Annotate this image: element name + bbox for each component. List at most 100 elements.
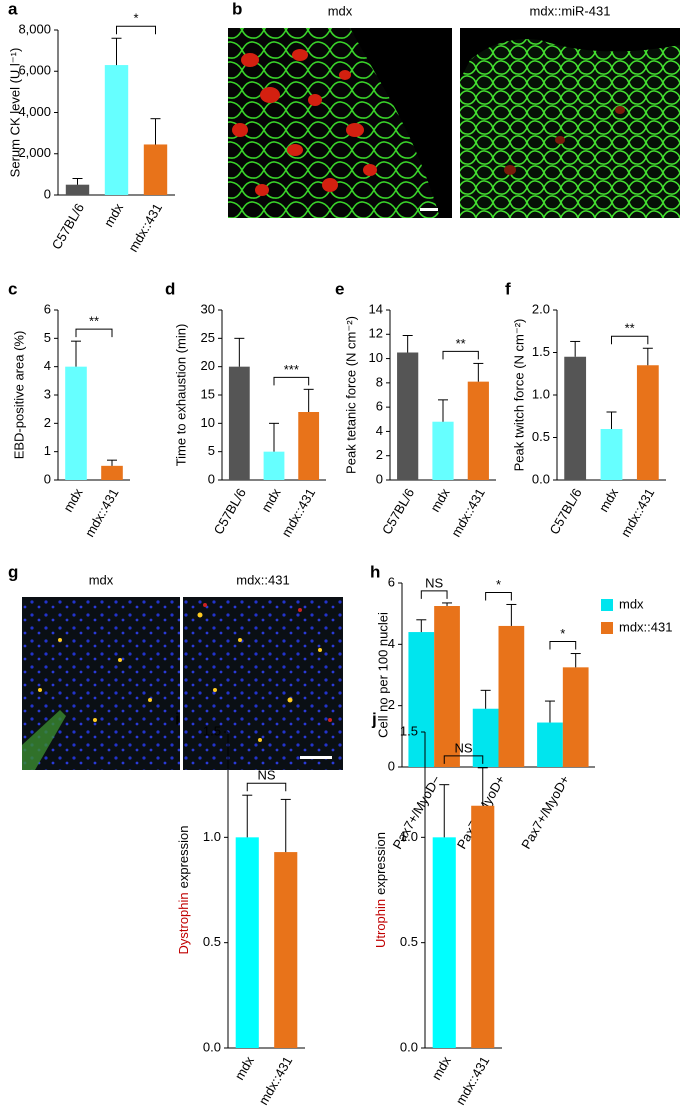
significance-bracket bbox=[75, 328, 113, 338]
bar bbox=[65, 366, 87, 480]
y-axis-label-part: Utrophin bbox=[373, 899, 388, 948]
y-axis-label: Peak twitch force (N cm⁻²) bbox=[511, 319, 526, 472]
y-tick-label: 0 bbox=[208, 471, 215, 486]
y-tick-label: 14 bbox=[369, 301, 383, 316]
x-tick-label: mdx bbox=[60, 485, 86, 514]
significance-bracket bbox=[116, 25, 156, 35]
y-axis-label-part: Dystrophin bbox=[176, 892, 191, 954]
y-tick-label: 6 bbox=[376, 399, 383, 414]
bar bbox=[432, 421, 454, 480]
x-tick-label: mdx::431 bbox=[618, 486, 658, 540]
y-axis-label: Time to exhaustion (min) bbox=[173, 324, 188, 467]
bar bbox=[562, 667, 589, 767]
bar bbox=[228, 366, 250, 480]
x-tick-label: mdx bbox=[232, 1053, 258, 1082]
y-tick-label: 0.0 bbox=[400, 1039, 418, 1054]
panel-letter: e bbox=[335, 279, 344, 298]
bar bbox=[408, 632, 435, 767]
y-tick-label: 10 bbox=[369, 350, 383, 365]
micrograph-g bbox=[22, 597, 343, 770]
y-tick-label: 5 bbox=[44, 330, 51, 345]
y-axis-label: Cell no per 100 nuclei bbox=[375, 612, 390, 738]
y-tick-label: 1.0 bbox=[400, 829, 418, 844]
significance-bracket bbox=[549, 641, 577, 650]
y-tick-label: 4 bbox=[44, 358, 51, 373]
y-tick-label: 8,000 bbox=[18, 21, 51, 36]
panel-letter: a bbox=[8, 0, 18, 18]
y-tick-label: 1.0 bbox=[203, 829, 221, 844]
image-label: mdx::miR-431 bbox=[530, 3, 611, 18]
y-tick-label: 2.0 bbox=[532, 301, 550, 316]
x-tick-label: mdx::431 bbox=[82, 486, 122, 540]
y-tick-label: 2 bbox=[388, 697, 395, 712]
y-tick-label: 0.5 bbox=[532, 429, 550, 444]
y-tick-label: 25 bbox=[201, 330, 215, 345]
significance-bracket bbox=[443, 755, 484, 764]
panel-letter: h bbox=[370, 562, 380, 581]
y-tick-label: 6 bbox=[44, 301, 51, 316]
image-label: mdx bbox=[89, 572, 114, 587]
y-tick-label: 15 bbox=[201, 386, 215, 401]
x-tick-label: C57BL/6 bbox=[546, 486, 584, 537]
legend-label: mdx bbox=[619, 596, 644, 611]
significance-bracket bbox=[442, 350, 479, 360]
significance-bracket bbox=[611, 335, 649, 345]
y-tick-label: 4 bbox=[388, 636, 395, 651]
significance-label: ** bbox=[89, 314, 99, 329]
y-tick-label: 0 bbox=[44, 186, 51, 201]
y-tick-label: 1.0 bbox=[532, 386, 550, 401]
y-tick-label: 0.5 bbox=[203, 934, 221, 949]
micrograph-b bbox=[228, 28, 680, 218]
bar bbox=[298, 412, 320, 480]
x-tick-label: mdx bbox=[429, 1053, 455, 1082]
bar bbox=[434, 606, 460, 767]
bar bbox=[274, 852, 298, 1048]
y-tick-label: 1.5 bbox=[400, 723, 418, 738]
x-tick-label: mdx::431 bbox=[453, 1054, 493, 1107]
y-axis-label-part: expression bbox=[373, 832, 388, 895]
y-axis-label: Peak tetanic force (N cm⁻²) bbox=[343, 316, 358, 474]
x-tick-label: mdx bbox=[427, 485, 453, 514]
bar bbox=[104, 65, 129, 195]
bar bbox=[397, 352, 419, 480]
y-tick-label: 30 bbox=[201, 301, 215, 316]
significance-label: ** bbox=[625, 321, 635, 336]
y-tick-label: 0 bbox=[44, 471, 51, 486]
significance-label: ** bbox=[456, 336, 466, 351]
significance-bracket bbox=[273, 376, 310, 386]
y-tick-label: 1.5 bbox=[203, 723, 221, 738]
panel-letter: g bbox=[8, 562, 18, 581]
significance-label: NS bbox=[257, 768, 275, 783]
x-tick-label: C57BL/6 bbox=[49, 201, 87, 252]
x-tick-label: C57BL/6 bbox=[379, 486, 417, 537]
panel-letter: c bbox=[8, 279, 17, 298]
significance-label: * bbox=[133, 11, 138, 26]
x-tick-label: C57BL/6 bbox=[211, 486, 249, 537]
y-tick-label: 1.5 bbox=[532, 344, 550, 359]
significance-label: * bbox=[560, 626, 565, 641]
bar bbox=[537, 722, 563, 767]
x-tick-label: mdx bbox=[101, 200, 127, 229]
panel-letter: d bbox=[165, 279, 175, 298]
panel-letter: i bbox=[175, 709, 180, 728]
y-tick-label: 2 bbox=[376, 447, 383, 462]
y-axis-label: Dystrophin expression bbox=[176, 825, 191, 954]
y-axis-label-part: expression bbox=[176, 825, 191, 888]
legend-label: mdx::431 bbox=[619, 619, 672, 634]
y-tick-label: 5 bbox=[208, 443, 215, 458]
bar bbox=[101, 465, 123, 480]
bar bbox=[65, 184, 90, 195]
y-tick-label: 0.0 bbox=[203, 1039, 221, 1054]
y-tick-label: 6 bbox=[388, 574, 395, 589]
bar bbox=[143, 144, 168, 195]
x-tick-label: Pax7+/MyoD+ bbox=[518, 773, 572, 852]
x-tick-label: mdx::431 bbox=[279, 486, 319, 540]
y-tick-label: 1 bbox=[44, 443, 51, 458]
significance-bracket bbox=[420, 590, 448, 599]
y-tick-label: 0 bbox=[388, 758, 395, 773]
y-tick-label: 4 bbox=[376, 423, 383, 438]
significance-bracket bbox=[246, 782, 287, 792]
significance-label: *** bbox=[284, 362, 299, 377]
y-axis-label: Serum CK level (U l⁻¹) bbox=[7, 48, 22, 178]
bar bbox=[498, 625, 525, 767]
